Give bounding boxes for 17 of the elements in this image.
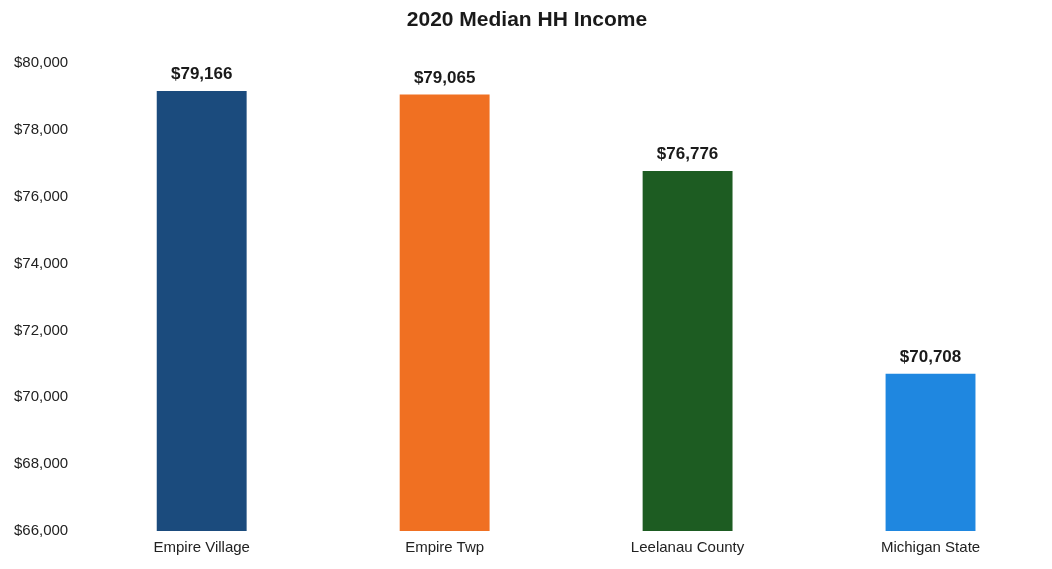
y-tick-label: $80,000 [13, 53, 69, 71]
y-tick-label: $78,000 [13, 120, 69, 138]
y-tick-label: $66,000 [13, 521, 69, 539]
data-label: $79,065 [413, 67, 476, 87]
data-label: $79,166 [170, 64, 233, 84]
data-label: $76,776 [656, 144, 719, 164]
x-tick-label: Empire Village [153, 538, 250, 556]
x-tick-label: Empire Twp [405, 538, 485, 556]
data-label: $70,708 [899, 346, 962, 366]
y-tick-label: $76,000 [13, 187, 69, 204]
chart-title: 2020 Median HH Income [406, 7, 648, 31]
y-tick-label: $74,000 [13, 253, 69, 271]
y-tick-label: $72,000 [13, 320, 69, 338]
x-tick-label: Michigan State [880, 538, 981, 556]
y-tick-label: $70,000 [13, 387, 69, 405]
x-tick-label: Leelanau County [630, 538, 745, 556]
y-tick-label: $68,000 [13, 454, 69, 472]
